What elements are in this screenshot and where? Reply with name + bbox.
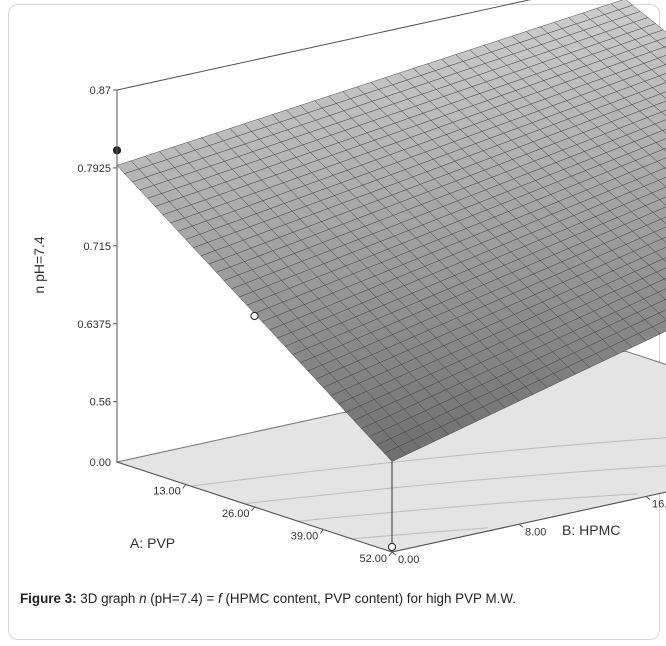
x-axis-label: A: PVP xyxy=(130,535,175,551)
z-tick-label-base: 0.00 xyxy=(90,457,111,469)
x-tick-label-2: 13.00 xyxy=(153,486,181,498)
design-point-5 xyxy=(387,542,397,552)
axis-ticks: 0.87 0.7925 0.715 0.6375 0.56 0.00 13.00 26.00 3… xyxy=(77,85,666,566)
surface-cell xyxy=(661,236,666,243)
z-tick-label-1: 0.87 xyxy=(90,85,111,97)
x-tick-mark-2 xyxy=(182,484,187,489)
figure-caption: Figure 3: 3D graph n (pH=7.4) = f (HPMC … xyxy=(20,590,648,607)
z-tick-label-4: 0.6375 xyxy=(77,319,111,331)
x-tick-mark-4 xyxy=(319,529,324,534)
y-axis-label: B: HPMC xyxy=(562,522,620,538)
surface-cell xyxy=(662,128,666,134)
caption-text-3: (HPMC content, PVP content) for high PVP… xyxy=(221,591,516,606)
x-tick-label-5: 52.00 xyxy=(359,553,387,565)
box-edge-back-top-left xyxy=(116,0,532,91)
f-symbol: f xyxy=(217,591,222,606)
caption-text-1: 3D graph xyxy=(76,591,140,606)
surface-cell xyxy=(384,446,407,462)
y-tick-mark-1 xyxy=(391,551,397,556)
z-tick-label-3: 0.715 xyxy=(83,241,111,253)
floor-contour-3 xyxy=(244,465,666,505)
y-tick-mark-2 xyxy=(518,523,524,528)
design-point-3 xyxy=(250,311,259,321)
y-tick-label-3: 16.00 xyxy=(652,499,666,511)
caption-text-2: (pH=7.4) = xyxy=(146,591,218,606)
n-symbol: n xyxy=(139,591,147,606)
x-tick-label-3: 26.00 xyxy=(222,508,250,520)
x-tick-mark-5 xyxy=(388,551,393,557)
y-tick-label-1: 0.00 xyxy=(398,554,419,566)
figure-label: Figure 3: xyxy=(20,591,77,606)
x-tick-label-4: 39.00 xyxy=(291,531,319,543)
design-points xyxy=(112,146,397,552)
z-tick-label-2: 0.7925 xyxy=(77,163,111,175)
surface-plot-3d: 0.87 0.7925 0.715 0.6375 0.56 0.00 13.00 26.00 3… xyxy=(31,0,666,566)
surface-cell xyxy=(662,257,666,262)
z-tick-label-5: 0.56 xyxy=(90,397,111,409)
z-axis-label: n pH=7.4 xyxy=(31,236,47,293)
response-surface xyxy=(116,0,666,462)
floor-contour-1 xyxy=(351,527,488,540)
y-tick-mark-3 xyxy=(645,496,651,500)
floor-contour-4 xyxy=(190,437,666,487)
x-tick-mark-3 xyxy=(251,506,255,512)
surface-cell xyxy=(660,110,666,117)
floor-contour-2 xyxy=(298,493,638,522)
y-tick-label-2: 8.00 xyxy=(525,526,546,538)
